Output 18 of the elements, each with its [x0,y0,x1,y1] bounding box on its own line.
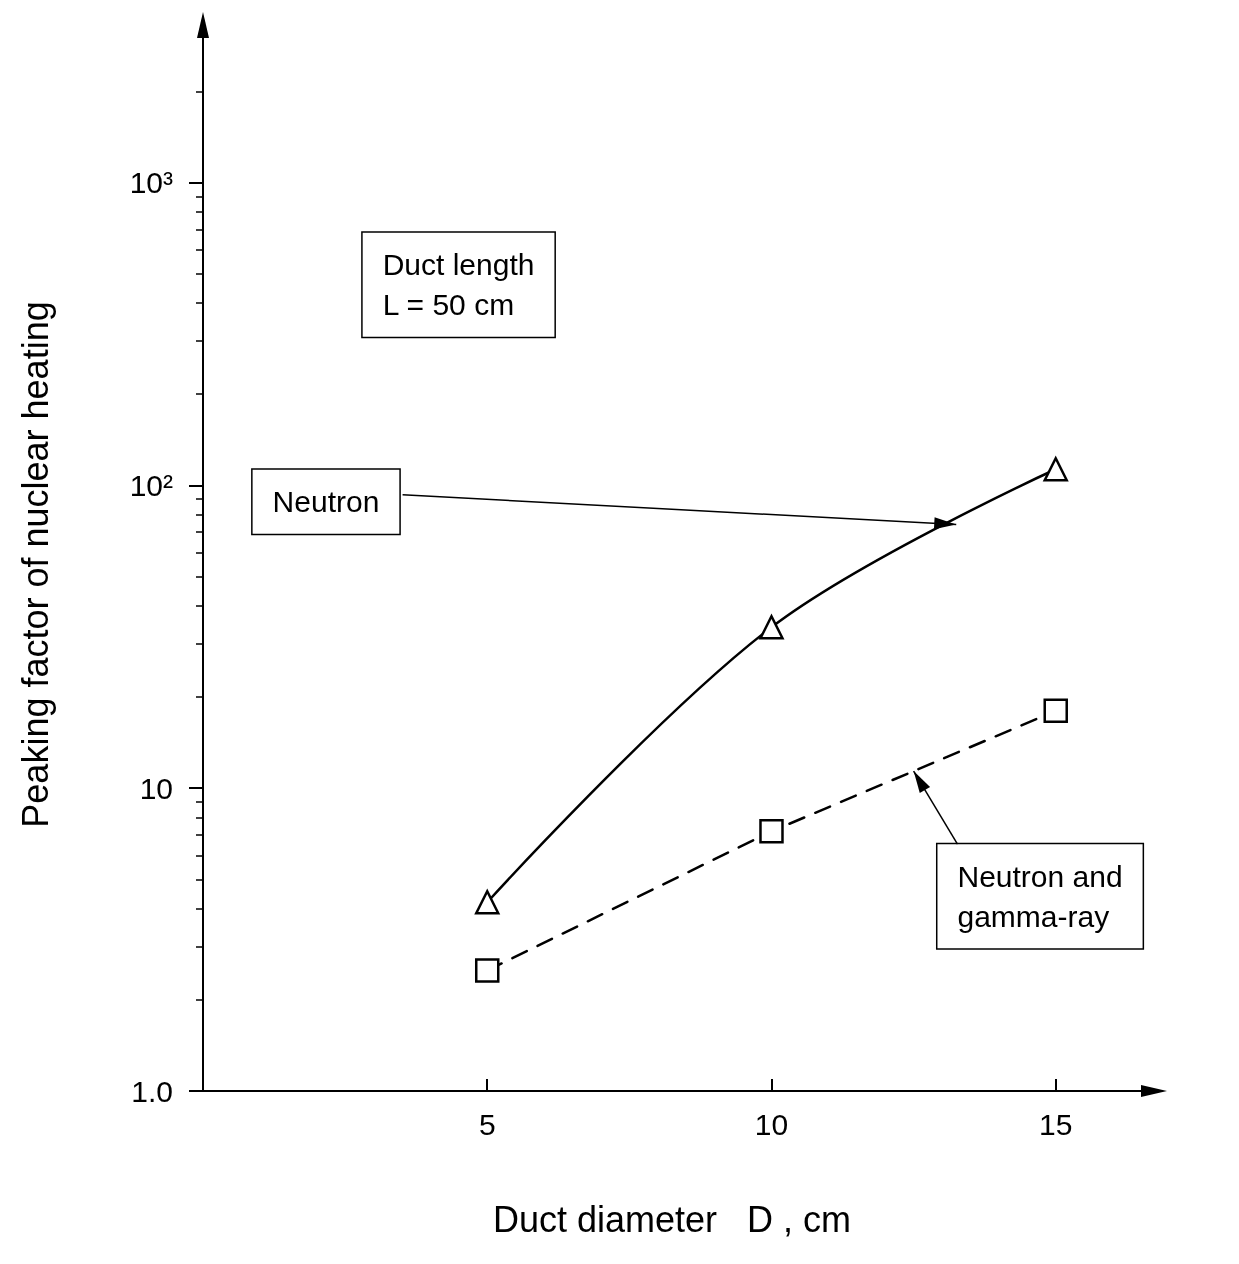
y-tick-label: 10³ [129,165,174,199]
y-axis-title: Peaking factor of nuclear heating [14,301,56,828]
x-tick-label: 10 [754,1107,789,1141]
x-tick-label: 5 [478,1107,496,1141]
x-axis-title: Duct diameter D , cm [492,1198,852,1240]
x-tick-label: 15 [1039,1107,1073,1141]
text: Neutron and gamma-ray [957,859,1123,933]
point [474,890,500,915]
point [1043,457,1068,482]
point [1043,698,1068,724]
point [759,819,784,844]
y-tick-label: 1.0 [131,1074,173,1108]
point [759,614,784,640]
text: Neutron [272,485,380,519]
y-tick-label: 10 [139,771,173,805]
y-tick-label: 10² [129,468,174,502]
annotation: Duct length L = 50 cm [382,248,535,322]
point [474,958,500,983]
